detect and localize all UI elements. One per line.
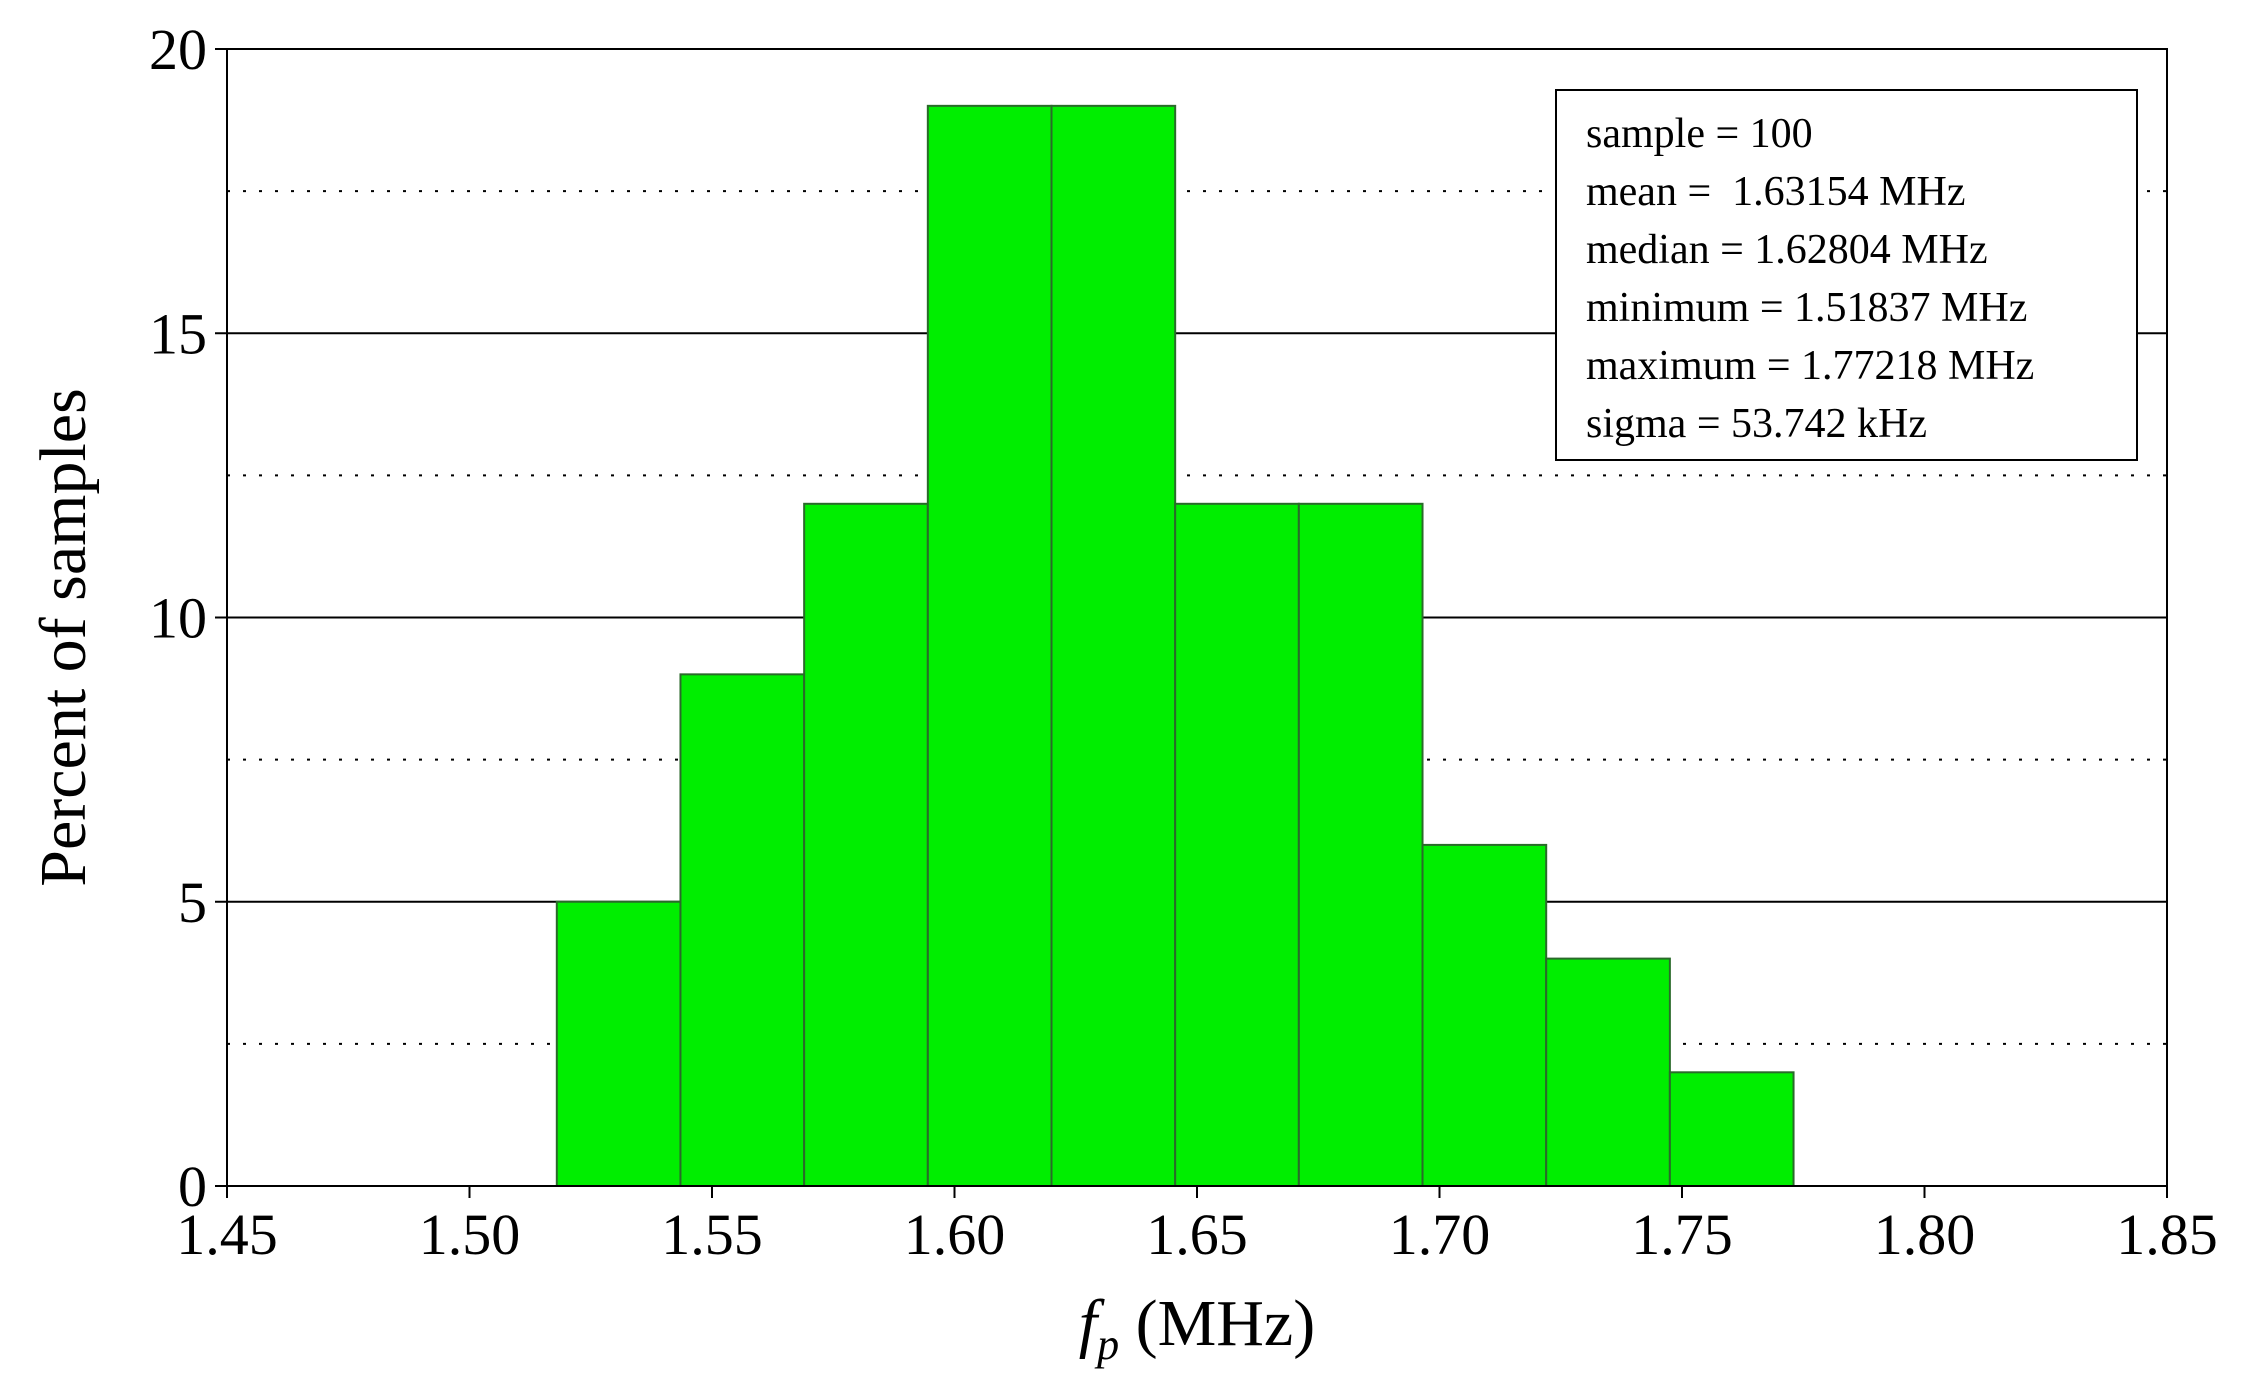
x-tick-label: 1.60 (904, 1202, 1006, 1267)
histogram-bar (926, 104, 1053, 1188)
statistics-line: mean = 1.63154 MHz (1586, 169, 1965, 215)
y-axis-ticks: 0 5 10 15 20 (149, 17, 227, 1219)
statistics-line: sigma = 53.742 kHz (1586, 401, 1927, 447)
x-tick-label: 1.65 (1146, 1202, 1248, 1267)
statistics-line: maximum = 1.77218 MHz (1586, 343, 2034, 389)
x-tick-label: 1.80 (1874, 1202, 1976, 1267)
y-tick-label: 5 (178, 870, 207, 935)
statistics-box-frame (1555, 89, 2138, 461)
statistics-line: sample = 100 (1586, 111, 1813, 157)
histogram-bar (679, 673, 806, 1187)
x-tick-label: 1.50 (419, 1202, 521, 1267)
histogram-bar (1174, 502, 1300, 1187)
y-axis-label: Percent of samples (27, 388, 100, 887)
histogram-bar (555, 900, 682, 1187)
x-axis-label: fp (MHz) (1079, 1287, 1315, 1369)
x-axis-label-subscript: p (1094, 1320, 1119, 1369)
histogram-bars (555, 104, 1795, 1188)
histogram-bar (803, 502, 929, 1187)
histogram-bar (1297, 502, 1424, 1187)
x-tick-label: 1.85 (2116, 1202, 2218, 1267)
y-tick-label: 10 (149, 586, 207, 651)
x-tick-label: 1.70 (1389, 1202, 1491, 1267)
histogram-bar (1421, 843, 1548, 1188)
histogram-bar (1050, 104, 1177, 1188)
y-tick-label: 20 (149, 17, 207, 82)
histogram-bar (1668, 1071, 1795, 1188)
y-tick-label: 0 (178, 1154, 207, 1219)
histogram-bar (1545, 957, 1671, 1187)
y-tick-label: 15 (149, 301, 207, 366)
x-axis-label-unit: (MHz) (1119, 1287, 1315, 1360)
statistics-line: median = 1.62804 MHz (1586, 227, 1988, 273)
x-axis-ticks: 1.45 1.50 1.55 1.60 1.65 1.70 1.75 1.80 1.85 (176, 1186, 2218, 1267)
x-tick-label: 1.45 (176, 1202, 278, 1267)
statistics-line: minimum = 1.51837 MHz (1586, 285, 2027, 331)
x-tick-label: 1.75 (1631, 1202, 1733, 1267)
x-tick-label: 1.55 (661, 1202, 763, 1267)
statistics-box: sample = 100 mean = 1.63154 MHz median = 1… (1555, 89, 2138, 461)
